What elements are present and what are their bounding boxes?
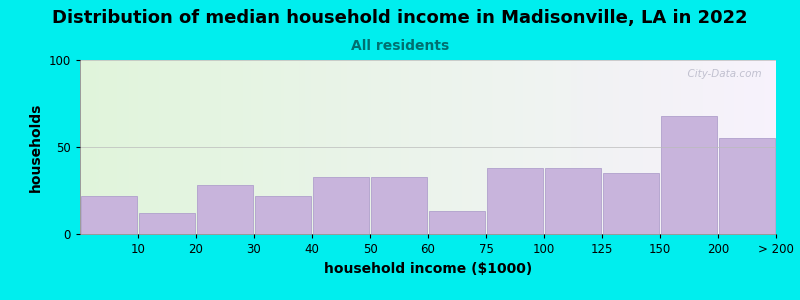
Bar xyxy=(661,116,717,234)
Bar xyxy=(371,177,427,234)
Bar xyxy=(719,138,775,234)
Bar xyxy=(255,196,311,234)
Text: Distribution of median household income in Madisonville, LA in 2022: Distribution of median household income … xyxy=(52,9,748,27)
Bar xyxy=(429,212,485,234)
Bar xyxy=(139,213,195,234)
Bar xyxy=(313,177,369,234)
Y-axis label: households: households xyxy=(29,102,43,192)
Bar xyxy=(487,168,543,234)
Bar xyxy=(545,168,601,234)
Bar xyxy=(197,185,253,234)
X-axis label: household income ($1000): household income ($1000) xyxy=(324,262,532,276)
Text: All residents: All residents xyxy=(351,39,449,53)
Bar xyxy=(81,196,137,234)
Bar xyxy=(603,173,659,234)
Text: City-Data.com: City-Data.com xyxy=(682,69,762,79)
